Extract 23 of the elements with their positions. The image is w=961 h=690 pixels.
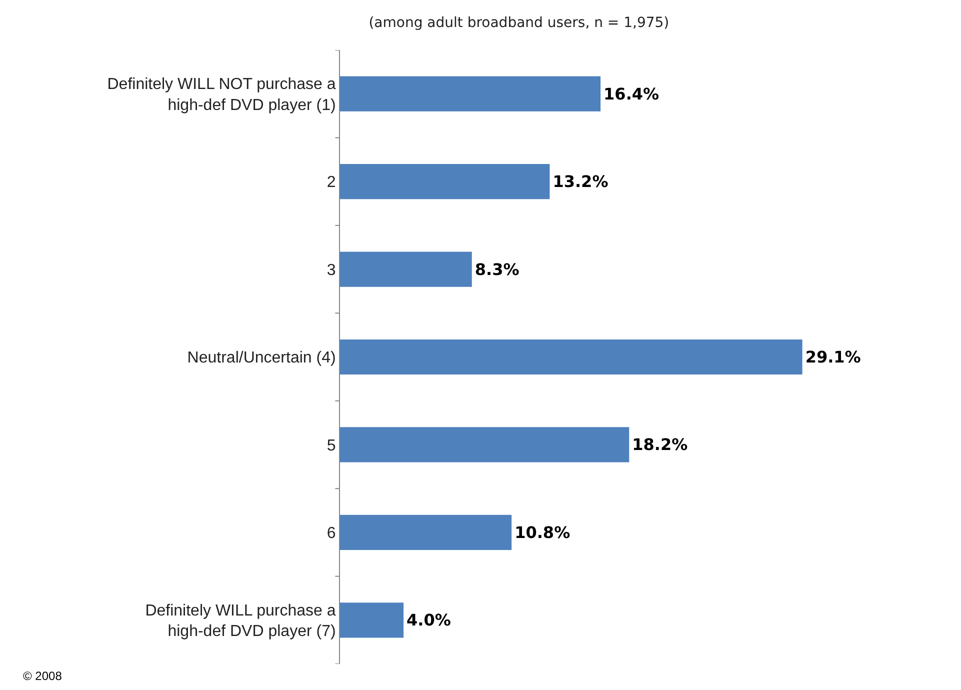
text: © 2008	[23, 669, 62, 683]
chart-title: (among adult broadband users, n = 1,975)	[368, 15, 670, 32]
bar	[340, 76, 601, 112]
bar	[340, 602, 404, 638]
y-tick-label: Definitely WILL purchase a high-def DVD player (7)	[145, 602, 336, 640]
y-tick-label: 5	[326, 437, 336, 454]
bar	[340, 252, 472, 287]
data-label: 8.3%	[474, 260, 520, 279]
data-label: 13.2%	[552, 172, 608, 192]
y-tick-label: Definitely WILL NOT purchase a high-def DVD player (1)	[107, 76, 336, 114]
bar	[340, 339, 802, 375]
y-tick-label: 6	[326, 525, 336, 542]
y-tick-label: 3	[326, 262, 336, 279]
y-tick-label: 2	[326, 174, 336, 192]
data-label: 18.2%	[632, 435, 688, 454]
bar	[340, 164, 550, 200]
data-label: 4.0%	[406, 610, 451, 630]
data-label: 10.8%	[514, 522, 570, 542]
data-label: 29.1%	[805, 348, 861, 366]
data-label: 16.4%	[604, 84, 660, 104]
bar	[340, 514, 512, 550]
y-tick-label: Neutral/Uncertain (4)	[187, 350, 336, 367]
bar	[340, 427, 630, 462]
